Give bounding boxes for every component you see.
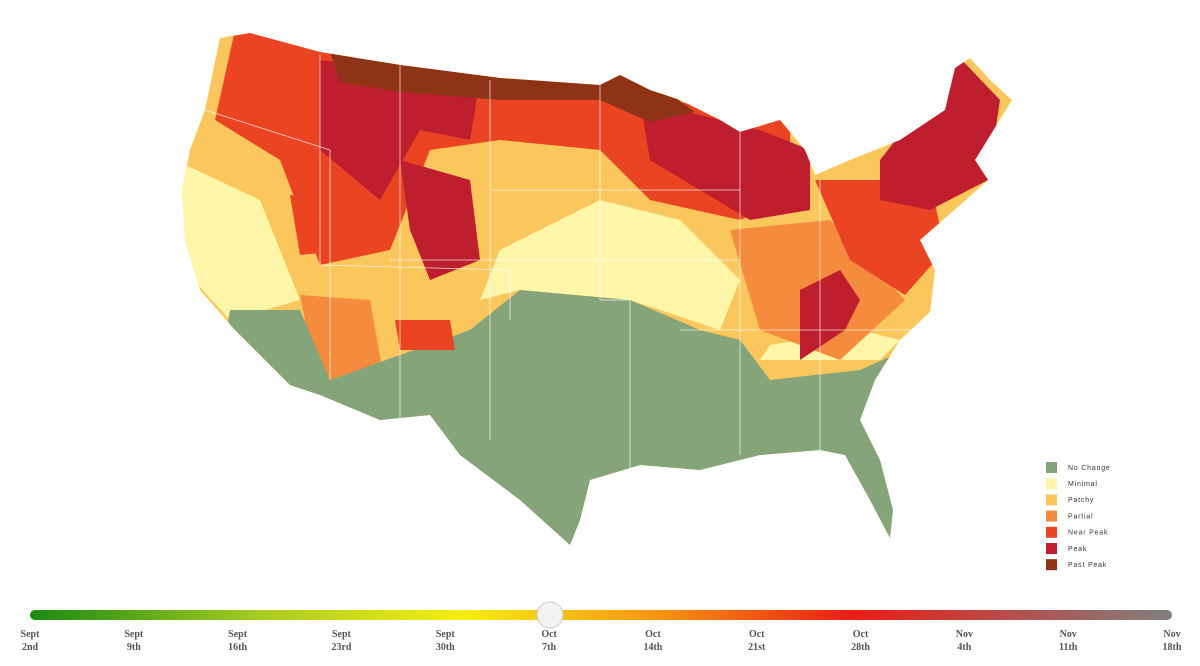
date-day[interactable]: 7th	[542, 642, 556, 653]
legend-label: Past Peak	[1068, 562, 1107, 569]
legend-swatch	[1046, 510, 1057, 522]
date-month[interactable]: Sept	[228, 629, 248, 640]
date-day[interactable]: 16th	[228, 642, 247, 653]
date-month[interactable]: Sept	[436, 629, 456, 640]
map-region	[815, 180, 945, 295]
legend-swatch	[1046, 526, 1057, 538]
map-region	[800, 270, 860, 360]
legend-label: Partial	[1068, 513, 1093, 520]
date-month[interactable]: Oct	[749, 629, 765, 640]
map-region	[480, 200, 740, 330]
date-day[interactable]: 28th	[851, 642, 870, 653]
date-day[interactable]: 11th	[1059, 642, 1078, 653]
date-day[interactable]: 9th	[127, 642, 141, 653]
state-borders	[204, 55, 930, 470]
date-day[interactable]: 23rd	[331, 642, 351, 653]
legend-label: No Change	[1068, 465, 1111, 472]
map-region	[880, 58, 1000, 210]
date-month[interactable]: Sept	[332, 629, 352, 640]
map-region	[395, 320, 455, 350]
legend-swatch	[1046, 559, 1057, 571]
legend: No Change Minimal Patchy Partial Near Peak Pe…	[1046, 462, 1111, 571]
legend-label: Minimal	[1068, 481, 1098, 488]
map-region	[182, 160, 300, 320]
date-day[interactable]: 4th	[957, 642, 971, 653]
map-region	[640, 100, 810, 220]
map-region	[400, 160, 480, 280]
date-month[interactable]: Oct	[541, 629, 557, 640]
date-month[interactable]: Oct	[645, 629, 661, 640]
date-month[interactable]: Oct	[853, 629, 869, 640]
legend-swatch	[1046, 543, 1057, 554]
date-day[interactable]: 30th	[436, 642, 455, 653]
map-region	[330, 52, 695, 122]
date-day[interactable]: 2nd	[22, 642, 39, 653]
legend-label: Peak	[1068, 546, 1087, 553]
date-month[interactable]: Nov	[1060, 629, 1077, 640]
legend-swatch	[1046, 462, 1057, 473]
legend-swatch	[1046, 494, 1057, 506]
legend-swatch	[1046, 478, 1057, 490]
legend-label: Near Peak	[1068, 530, 1108, 537]
date-day[interactable]: 14th	[643, 642, 662, 653]
slider-dates: Sept 2nd Sept 9th Sept 16th Sept 23rd Sept 30th Oc…	[21, 629, 1182, 653]
date-month[interactable]: Sept	[21, 629, 41, 640]
date-month[interactable]: Nov	[956, 629, 973, 640]
date-month[interactable]: Sept	[124, 629, 144, 640]
slider-track[interactable]	[30, 610, 1172, 620]
date-month[interactable]: Nov	[1163, 629, 1180, 640]
us-map	[182, 33, 1012, 545]
legend-label: Patchy	[1068, 497, 1094, 504]
date-day[interactable]: 21st	[748, 642, 766, 653]
slider-knob[interactable]	[536, 601, 564, 629]
date-day[interactable]: 18th	[1163, 642, 1182, 653]
